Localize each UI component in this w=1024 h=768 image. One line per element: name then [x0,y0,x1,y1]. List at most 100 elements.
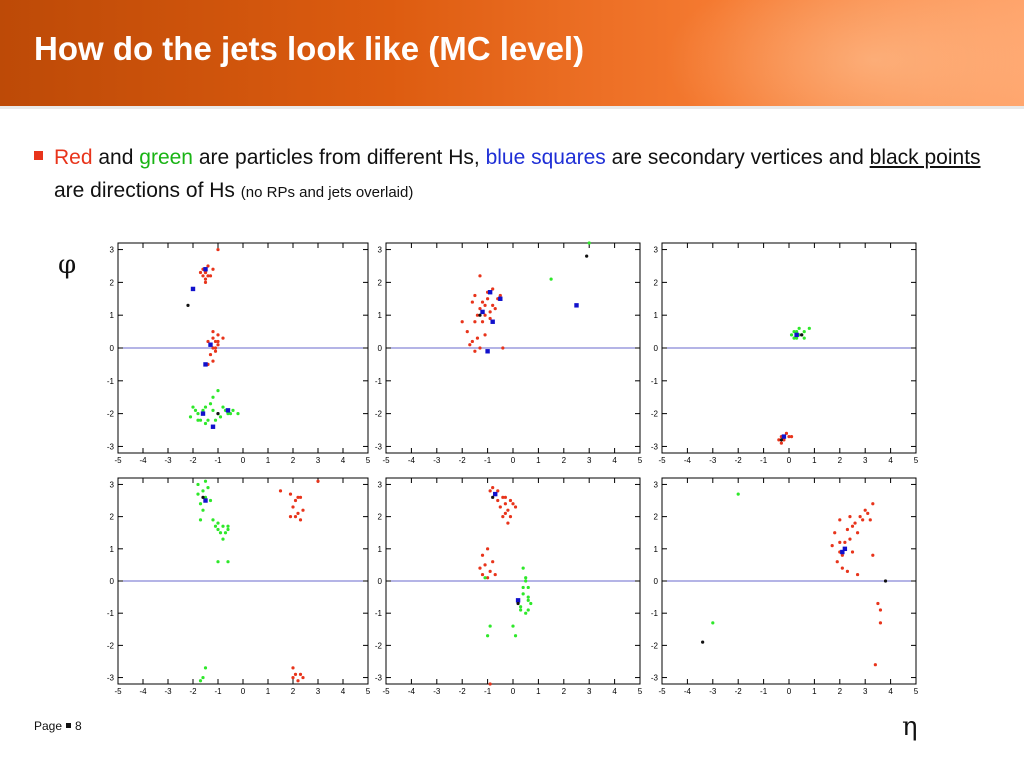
x-tick-label: 5 [638,687,643,696]
red-particle-point [480,300,485,304]
secondary-vertex-square [203,362,208,367]
red-particle-point [782,438,786,442]
x-tick-label: -5 [382,687,390,696]
red-particle-point [293,515,298,519]
y-tick-label: 3 [654,246,659,255]
x-tick-label: 2 [838,456,843,465]
red-particle-point [206,339,210,344]
x-tick-label: 0 [241,456,246,465]
green-particle-point [228,412,233,416]
y-tick-label: -3 [107,674,115,683]
x-tick-label: -1 [484,687,492,696]
higgs-direction-point [216,412,220,416]
y-axis-label: φ [58,250,77,280]
green-particle-point [201,675,205,680]
red-particle-point [858,515,862,519]
x-tick-label: -4 [408,687,416,696]
x-tick-label: -1 [484,456,492,465]
higgs-direction-point [201,495,205,499]
secondary-vertex-square [794,332,799,338]
x-tick-label: -1 [760,456,768,465]
red-particle-point [216,339,220,344]
red-particle-point [488,682,492,686]
red-particle-point [861,518,865,522]
red-particle-point [473,293,477,298]
red-particle-point [777,438,781,442]
red-particle-point [221,336,225,340]
page-number: 8 [75,719,82,733]
y-tick-label: -2 [375,410,383,419]
higgs-direction-point [186,303,190,307]
x-tick-label: -2 [459,687,467,696]
red-particle-point [203,277,208,281]
x-tick-label: -2 [735,687,743,696]
y-tick-label: -2 [107,410,115,419]
red-particle-point [201,274,205,278]
x-tick-label: 0 [787,687,792,696]
red-particle-point [848,537,852,541]
red-particle-point [873,663,877,667]
word-black-points: black points [869,146,981,169]
x-tick-label: 5 [914,687,919,696]
green-particle-point [201,489,205,493]
green-particle-point [511,624,515,628]
y-tick-label: 2 [654,513,659,522]
red-particle-point [840,553,844,557]
green-particle-point [203,421,208,426]
red-particle-point [211,329,215,334]
secondary-vertex-square [480,309,485,315]
scatter-plot-2: -5 -4 -3 -2 -1 0 1 2 3 4 5 -3 -2 -1 0 1 2 3 [375,241,643,465]
red-particle-point [288,515,293,519]
green-particle-point [795,336,799,340]
red-particle-point [503,511,507,516]
red-particle-point [478,346,482,350]
x-tick-label: -2 [189,456,197,465]
red-particle-point [473,320,477,324]
green-particle-point [198,502,203,506]
red-particle-point [288,492,293,496]
x-tick-label: 1 [536,456,541,465]
secondary-vertex-square [490,319,495,324]
x-tick-label: 2 [562,687,567,696]
x-tick-label: 2 [291,687,296,696]
scatter-plot-4: -5 -4 -3 -2 -1 0 1 2 3 4 5 -3 -2 -1 0 1 2 3 [107,477,371,696]
red-particle-point [298,672,303,676]
page-footer: Page 8 [34,719,82,733]
higgs-direction-point [800,333,804,337]
y-tick-label: 0 [378,577,383,586]
x-tick-label: 3 [587,687,592,696]
red-particle-point [470,339,474,344]
green-particle-point [191,405,195,409]
x-tick-label: -2 [189,687,197,696]
green-particle-point [486,634,490,638]
red-particle-point [291,505,295,509]
red-particle-point [213,339,218,344]
y-tick-label: -2 [651,410,659,419]
red-particle-point [850,524,855,528]
red-particle-point [468,343,472,347]
red-particle-point [301,675,305,680]
green-particle-point [196,412,200,416]
red-particle-point [298,495,303,499]
red-particle-point [503,495,507,499]
x-tick-label: 1 [536,687,541,696]
green-particle-point [208,402,213,406]
green-particle-point [711,621,715,625]
y-tick-label: -1 [651,377,659,386]
x-tick-label: -4 [684,456,692,465]
red-particle-point [296,511,300,516]
text-part-2: are secondary vertices and [611,146,864,169]
secondary-vertex-square [208,342,213,347]
green-particle-point [792,336,796,340]
word-green: green [139,146,193,169]
green-particle-point [201,408,205,412]
secondary-vertex-square [190,286,196,292]
red-particle-point [278,489,283,493]
secondary-vertex-square [781,434,787,439]
y-tick-label: 0 [110,344,115,353]
green-particle-point [519,605,523,609]
scatter-plot-6: -5 -4 -3 -2 -1 0 1 2 3 4 5 -3 -2 -1 0 1 2 3 [651,477,919,696]
higgs-direction-point [478,313,482,317]
red-particle-point [483,303,487,307]
green-particle-point [198,518,203,522]
